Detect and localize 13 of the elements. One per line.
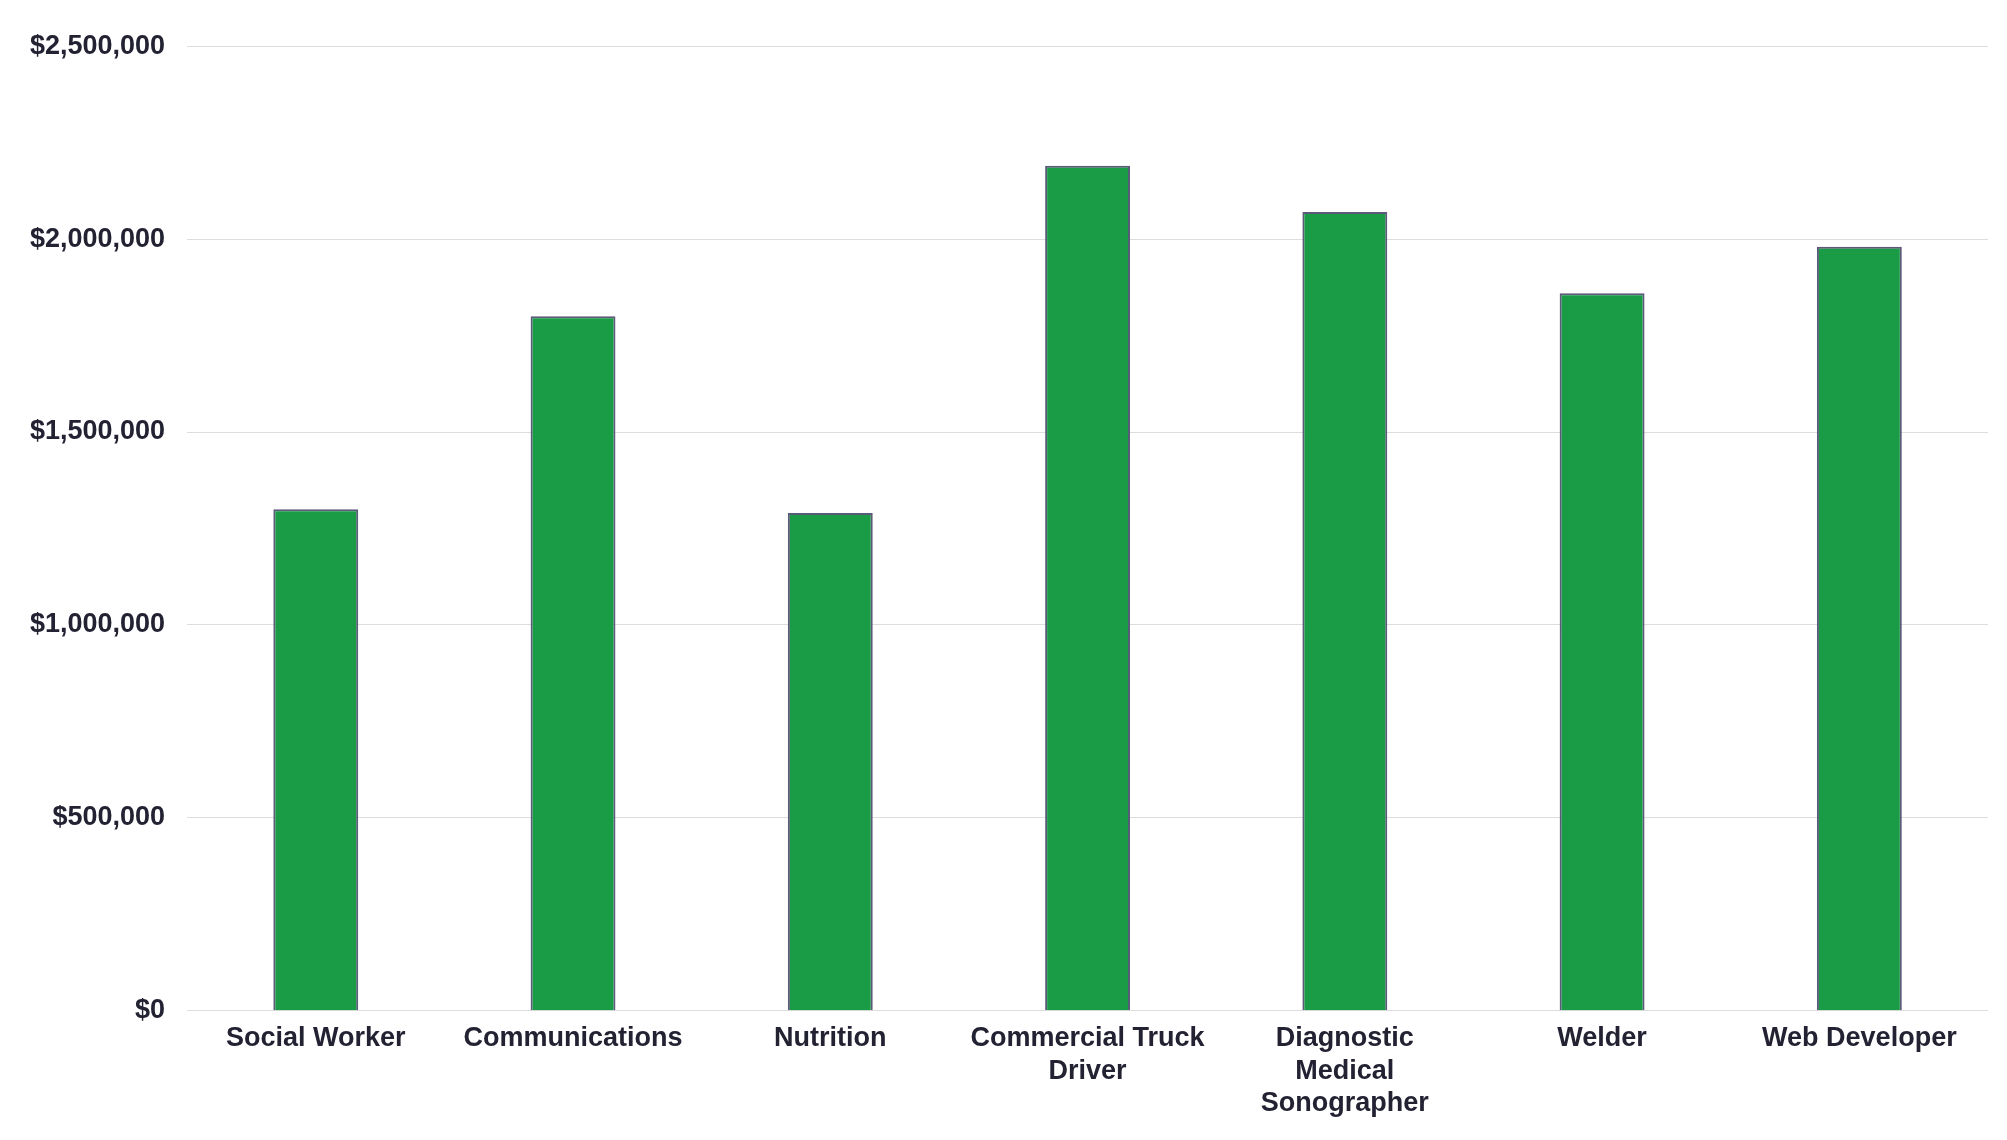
x-tick-label: Diagnostic Medical Sonographer [1260,1022,1430,1118]
y-tick-label: $500,000 [52,801,166,832]
x-tick-label: Commercial Truck Driver [970,1022,1206,1085]
x-tick-label: Communications [463,1022,683,1053]
x-tick-label: Welder [1557,1022,1648,1053]
x-tick-label: Web Developer [1762,1022,1958,1053]
y-tick-label: $1,500,000 [29,415,166,446]
y-tick-label: $0 [135,994,166,1025]
y-tick-label: $1,000,000 [29,608,166,639]
y-tick-label: $2,500,000 [29,29,166,60]
y-tick-label: $2,000,000 [29,222,166,253]
x-tick-label: Social Worker [225,1022,407,1053]
x-tick-label: Nutrition [774,1022,887,1053]
